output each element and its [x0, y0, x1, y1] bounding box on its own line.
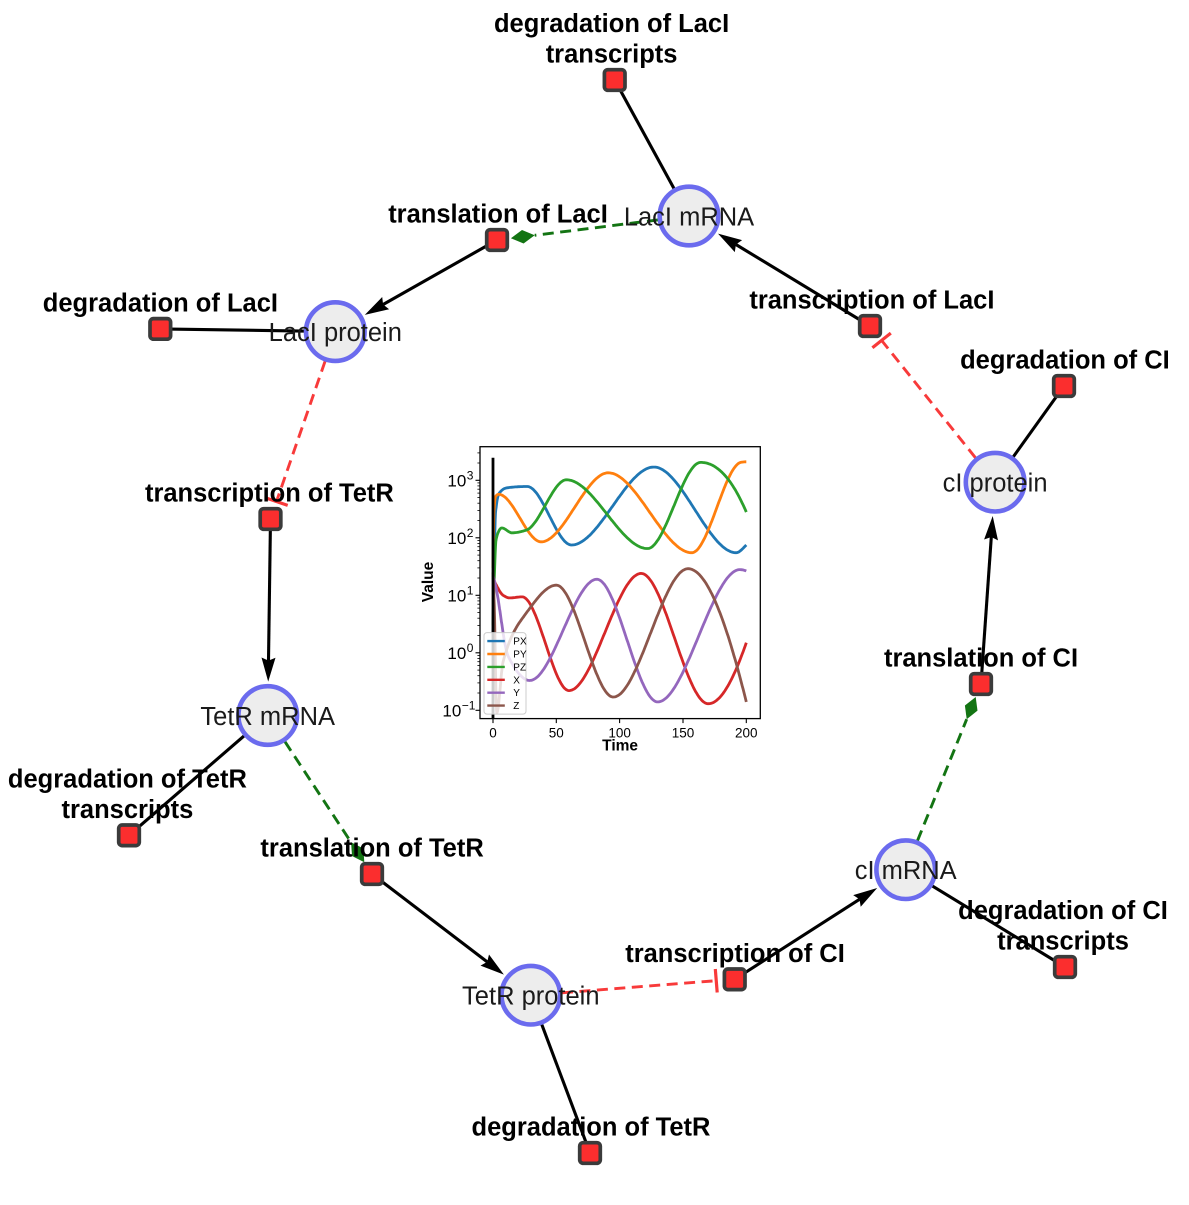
svg-text:transcription of LacI: transcription of LacI — [749, 287, 994, 315]
svg-text:degradation of TetR: degradation of TetR — [8, 765, 247, 793]
svg-text:transcripts: transcripts — [62, 796, 194, 824]
svg-text:transcripts: transcripts — [997, 928, 1129, 956]
svg-text:TetR mRNA: TetR mRNA — [200, 703, 335, 731]
svg-text:100: 100 — [608, 726, 631, 741]
svg-text:Value: Value — [420, 561, 437, 602]
svg-text:transcription of CI: transcription of CI — [625, 940, 845, 968]
svg-text:degradation of CI: degradation of CI — [958, 897, 1168, 925]
svg-text:0: 0 — [467, 641, 474, 655]
svg-text:transcripts: transcripts — [546, 41, 678, 69]
svg-text:PZ: PZ — [513, 662, 526, 673]
svg-text:translation of CI: translation of CI — [884, 645, 1078, 673]
svg-text:50: 50 — [549, 726, 564, 741]
svg-text:degradation of LacI: degradation of LacI — [43, 290, 278, 318]
svg-text:transcription of TetR: transcription of TetR — [145, 480, 394, 508]
svg-text:Time: Time — [602, 738, 638, 755]
svg-text:10: 10 — [447, 529, 466, 548]
svg-text:cI protein: cI protein — [943, 470, 1048, 498]
svg-text:10: 10 — [447, 472, 466, 491]
svg-text:2: 2 — [467, 526, 474, 540]
svg-text:200: 200 — [735, 726, 758, 741]
svg-text:TetR protein: TetR protein — [462, 983, 600, 1011]
svg-text:translation of LacI: translation of LacI — [388, 201, 608, 229]
svg-text:PY: PY — [513, 650, 527, 661]
svg-text:10: 10 — [447, 587, 466, 606]
svg-text:LacI mRNA: LacI mRNA — [624, 204, 754, 232]
svg-text:−1: −1 — [462, 699, 476, 713]
svg-text:translation of TetR: translation of TetR — [260, 835, 483, 863]
svg-text:LacI protein: LacI protein — [269, 319, 402, 347]
svg-text:0: 0 — [489, 726, 497, 741]
svg-text:PX: PX — [513, 637, 527, 648]
svg-text:Z: Z — [513, 701, 519, 712]
svg-text:X: X — [513, 675, 520, 686]
svg-text:10: 10 — [442, 702, 461, 721]
svg-text:cI mRNA: cI mRNA — [855, 857, 957, 885]
svg-text:Y: Y — [513, 688, 520, 699]
svg-text:150: 150 — [672, 726, 695, 741]
svg-text:degradation of CI: degradation of CI — [960, 347, 1170, 375]
svg-text:1: 1 — [467, 584, 474, 598]
svg-text:degradation of LacI: degradation of LacI — [494, 10, 729, 38]
svg-text:3: 3 — [467, 469, 474, 483]
svg-text:degradation of TetR: degradation of TetR — [472, 1114, 711, 1142]
svg-text:10: 10 — [447, 644, 466, 663]
